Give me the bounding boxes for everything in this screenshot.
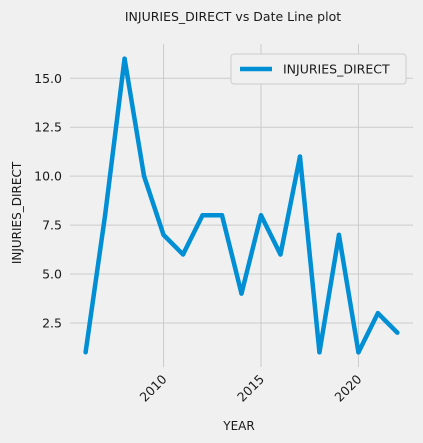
chart-title: INJURIES_DIRECT vs Date Line plot (125, 9, 341, 24)
data-point (161, 232, 166, 238)
x-tick-label: 2010 (137, 371, 170, 404)
y-tick-label: 10.0 (34, 169, 62, 184)
data-point (102, 213, 108, 218)
data-point (83, 350, 88, 355)
y-tick-label: 2.5 (42, 315, 62, 330)
series-line (83, 56, 400, 355)
legend-label: INJURIES_DIRECT (283, 62, 390, 77)
data-point (278, 252, 283, 257)
y-tick-label: 12.5 (34, 120, 62, 135)
data-point (141, 173, 147, 179)
x-tick-label: 2015 (234, 372, 267, 405)
legend: INJURIES_DIRECT (230, 53, 407, 85)
x-axis-label: YEAR (222, 419, 254, 433)
data-point (219, 213, 225, 218)
data-point (395, 330, 400, 335)
tick-labels: 2.5 5.0 7.5 10.0 12.5 15.0 2010 2015 2020 (34, 71, 364, 405)
x-tick-label: 2020 (331, 371, 364, 404)
y-axis-label: INJURIES_DIRECT (10, 161, 24, 264)
legend-box (230, 53, 407, 85)
y-tick-label: 7.5 (42, 218, 62, 233)
data-point (375, 310, 381, 316)
data-point (317, 350, 322, 355)
data-point (180, 252, 186, 257)
data-point (297, 154, 303, 159)
data-point (356, 350, 361, 355)
data-point (122, 56, 127, 61)
data-point (239, 291, 244, 296)
series-layer (83, 56, 400, 355)
y-tick-label: 5.0 (42, 267, 62, 282)
data-point (200, 213, 205, 218)
data-point (336, 232, 342, 238)
data-point (258, 213, 264, 218)
y-tick-label: 15.0 (34, 71, 62, 86)
